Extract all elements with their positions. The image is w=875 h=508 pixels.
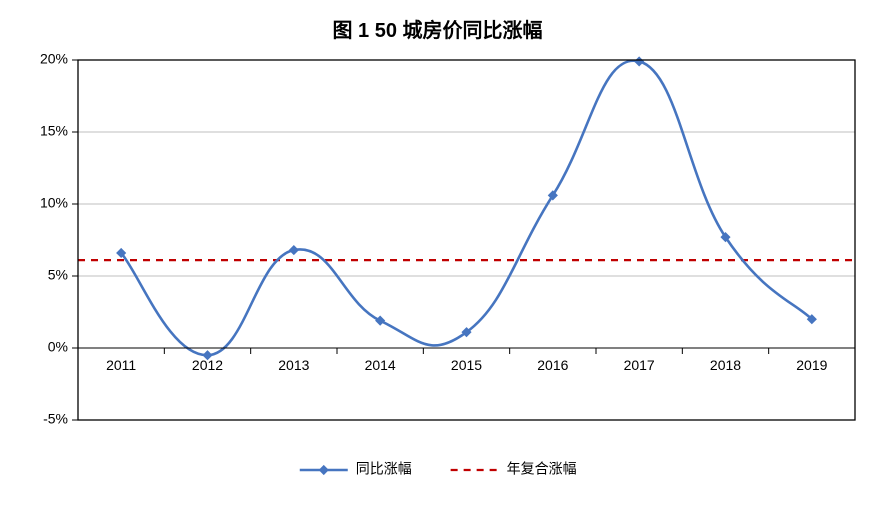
- legend-label: 年复合涨幅: [507, 461, 577, 477]
- x-tick-label: 2012: [192, 357, 223, 373]
- y-tick-label: 10%: [40, 195, 68, 211]
- series-line: [121, 61, 812, 355]
- y-tick-label: 15%: [40, 123, 68, 139]
- y-tick-label: 5%: [48, 267, 68, 283]
- legend-swatch-marker: [319, 466, 328, 475]
- x-tick-label: 2011: [106, 357, 136, 373]
- y-tick-label: 20%: [40, 51, 68, 67]
- chart-container: 图 1 50 城房价同比涨幅 -5% 0% 5% 10% 15% 20% 2011 2012 2…: [0, 0, 875, 508]
- chart-title: 图 1 50 城房价同比涨幅: [0, 14, 875, 43]
- x-tick-label: 2014: [365, 357, 396, 373]
- legend-label: 同比涨幅: [356, 461, 412, 477]
- x-tick-label: 2016: [537, 357, 568, 373]
- x-tick-label: 2019: [796, 357, 827, 373]
- y-tick-label: 0%: [48, 339, 68, 355]
- x-tick-label: 2017: [624, 357, 655, 373]
- x-tick-label: 2018: [710, 357, 741, 373]
- y-tick-label: -5%: [43, 411, 68, 427]
- x-tick-label: 2015: [451, 357, 482, 373]
- data-marker: [635, 57, 644, 66]
- chart-svg: -5% 0% 5% 10% 15% 20% 2011 2012 2013 2014 2015 2016…: [0, 0, 875, 508]
- data-marker: [289, 246, 298, 255]
- x-tick-label: 2013: [278, 357, 309, 373]
